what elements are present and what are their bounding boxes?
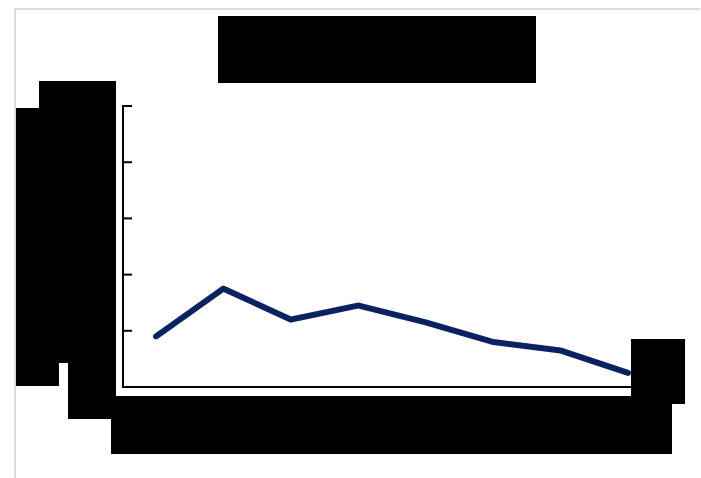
- redacted-x-axis-label: [111, 396, 672, 454]
- redacted-x-tick-label-end: [631, 339, 685, 404]
- redacted-title: [218, 16, 536, 83]
- chart-axes: [122, 106, 640, 387]
- series-layer: [156, 289, 628, 374]
- redacted-y-tick-label-bottom: [68, 360, 116, 419]
- series-line: [156, 289, 628, 373]
- redacted-y-tick-labels: [39, 81, 116, 363]
